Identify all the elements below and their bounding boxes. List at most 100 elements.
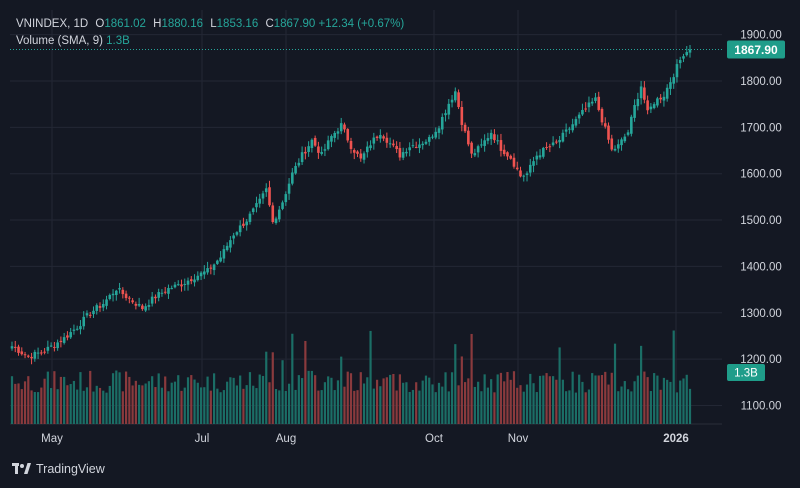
volume-bar bbox=[307, 370, 310, 424]
volume-bar bbox=[23, 381, 27, 424]
volume-bar bbox=[506, 372, 509, 424]
volume-bar bbox=[669, 381, 672, 424]
candle-body bbox=[62, 337, 66, 343]
y-tick-label: 1300.00 bbox=[740, 308, 782, 320]
x-tick-label: Jul bbox=[195, 433, 210, 445]
volume-bar bbox=[437, 382, 441, 424]
volume-bar bbox=[434, 392, 437, 424]
y-tick-label: 1600.00 bbox=[740, 169, 782, 181]
tradingview-logo[interactable]: TradingView bbox=[12, 462, 105, 476]
volume-bar bbox=[366, 377, 369, 424]
candle-body bbox=[597, 96, 601, 110]
volume-bar bbox=[486, 387, 490, 424]
candle-body bbox=[323, 149, 327, 151]
volume-bar bbox=[27, 376, 30, 424]
volume-bar bbox=[444, 372, 447, 424]
candle-body bbox=[509, 155, 513, 159]
volume-bar bbox=[268, 382, 271, 424]
volume-bar bbox=[607, 384, 610, 424]
candle-body bbox=[141, 305, 144, 310]
candle-body bbox=[395, 146, 398, 150]
candle-body bbox=[235, 232, 239, 235]
volume-bar bbox=[571, 371, 574, 424]
volume-bar bbox=[186, 377, 190, 424]
candle-body bbox=[590, 101, 594, 104]
volume-bar bbox=[20, 389, 23, 424]
volume-bar bbox=[591, 373, 594, 424]
volume-bar bbox=[17, 383, 20, 424]
candle-body bbox=[486, 138, 490, 141]
volume-bar bbox=[578, 374, 581, 424]
volume-bar bbox=[180, 390, 183, 424]
volume-bar bbox=[72, 380, 76, 424]
volume-bar bbox=[415, 382, 418, 424]
candle-body bbox=[238, 225, 242, 233]
candle-body bbox=[506, 152, 509, 157]
volume-bar bbox=[382, 378, 385, 424]
volume-bar bbox=[568, 390, 571, 424]
candle-body bbox=[610, 138, 614, 150]
volume-bar bbox=[216, 388, 219, 424]
candle-body bbox=[496, 140, 499, 142]
volume-bar bbox=[66, 385, 69, 424]
volume-bar bbox=[212, 373, 216, 424]
candle-body bbox=[623, 136, 627, 142]
candle-body bbox=[444, 113, 447, 116]
volume-bar bbox=[610, 372, 613, 424]
volume-bar bbox=[248, 372, 252, 424]
candle-body bbox=[548, 146, 552, 148]
volume-bar bbox=[98, 387, 102, 424]
volume-bar bbox=[362, 383, 366, 424]
volume-bar bbox=[336, 380, 340, 424]
candle-body bbox=[108, 294, 112, 300]
candle-body bbox=[476, 146, 480, 153]
candle-body bbox=[251, 208, 255, 213]
candle-body bbox=[229, 240, 232, 248]
volume-bar bbox=[359, 372, 362, 424]
volume-bar bbox=[496, 374, 499, 424]
candle-body bbox=[349, 140, 353, 149]
candle-body bbox=[398, 148, 402, 158]
volume-bar bbox=[519, 385, 522, 424]
volume-bar bbox=[291, 333, 294, 424]
volume-bar bbox=[408, 391, 411, 424]
volume-bar bbox=[79, 372, 82, 424]
change-value: +12.34 (+0.67%) bbox=[318, 18, 405, 30]
low-value: 1853.16 bbox=[216, 18, 259, 30]
candle-body bbox=[79, 326, 82, 330]
candle-body bbox=[23, 354, 27, 356]
volume-bar bbox=[679, 380, 682, 424]
candle-body bbox=[72, 329, 76, 331]
volume-bar bbox=[623, 381, 626, 424]
candle-body bbox=[183, 283, 187, 285]
high-value: 1880.16 bbox=[161, 18, 204, 30]
volume-bar bbox=[538, 375, 542, 424]
volume-bar bbox=[682, 378, 685, 424]
volume-bar bbox=[424, 375, 428, 424]
volume-bar bbox=[551, 376, 555, 424]
candle-body bbox=[85, 313, 89, 316]
candle-body bbox=[365, 146, 369, 153]
volume-bar bbox=[160, 387, 164, 424]
x-tick-label: Nov bbox=[508, 433, 529, 445]
volume-bar bbox=[656, 375, 659, 424]
candle-body bbox=[574, 119, 578, 126]
volume-bar bbox=[529, 373, 532, 424]
interval: 1D bbox=[73, 18, 89, 30]
candle-body bbox=[147, 305, 151, 307]
volume-bar bbox=[219, 392, 222, 424]
y-tick-label: 1500.00 bbox=[740, 215, 782, 227]
y-tick-label: 1400.00 bbox=[740, 261, 782, 273]
volume-bar bbox=[555, 379, 558, 424]
volume-bar bbox=[317, 390, 320, 424]
volume-bar bbox=[672, 330, 675, 424]
candle-body bbox=[40, 352, 43, 354]
candle-body bbox=[440, 116, 444, 130]
candle-body bbox=[118, 288, 121, 290]
candle-body bbox=[392, 143, 395, 146]
volume-bar bbox=[301, 378, 304, 424]
candle-body bbox=[551, 142, 555, 146]
volume-bar bbox=[95, 385, 98, 424]
volume-bar bbox=[69, 384, 72, 424]
